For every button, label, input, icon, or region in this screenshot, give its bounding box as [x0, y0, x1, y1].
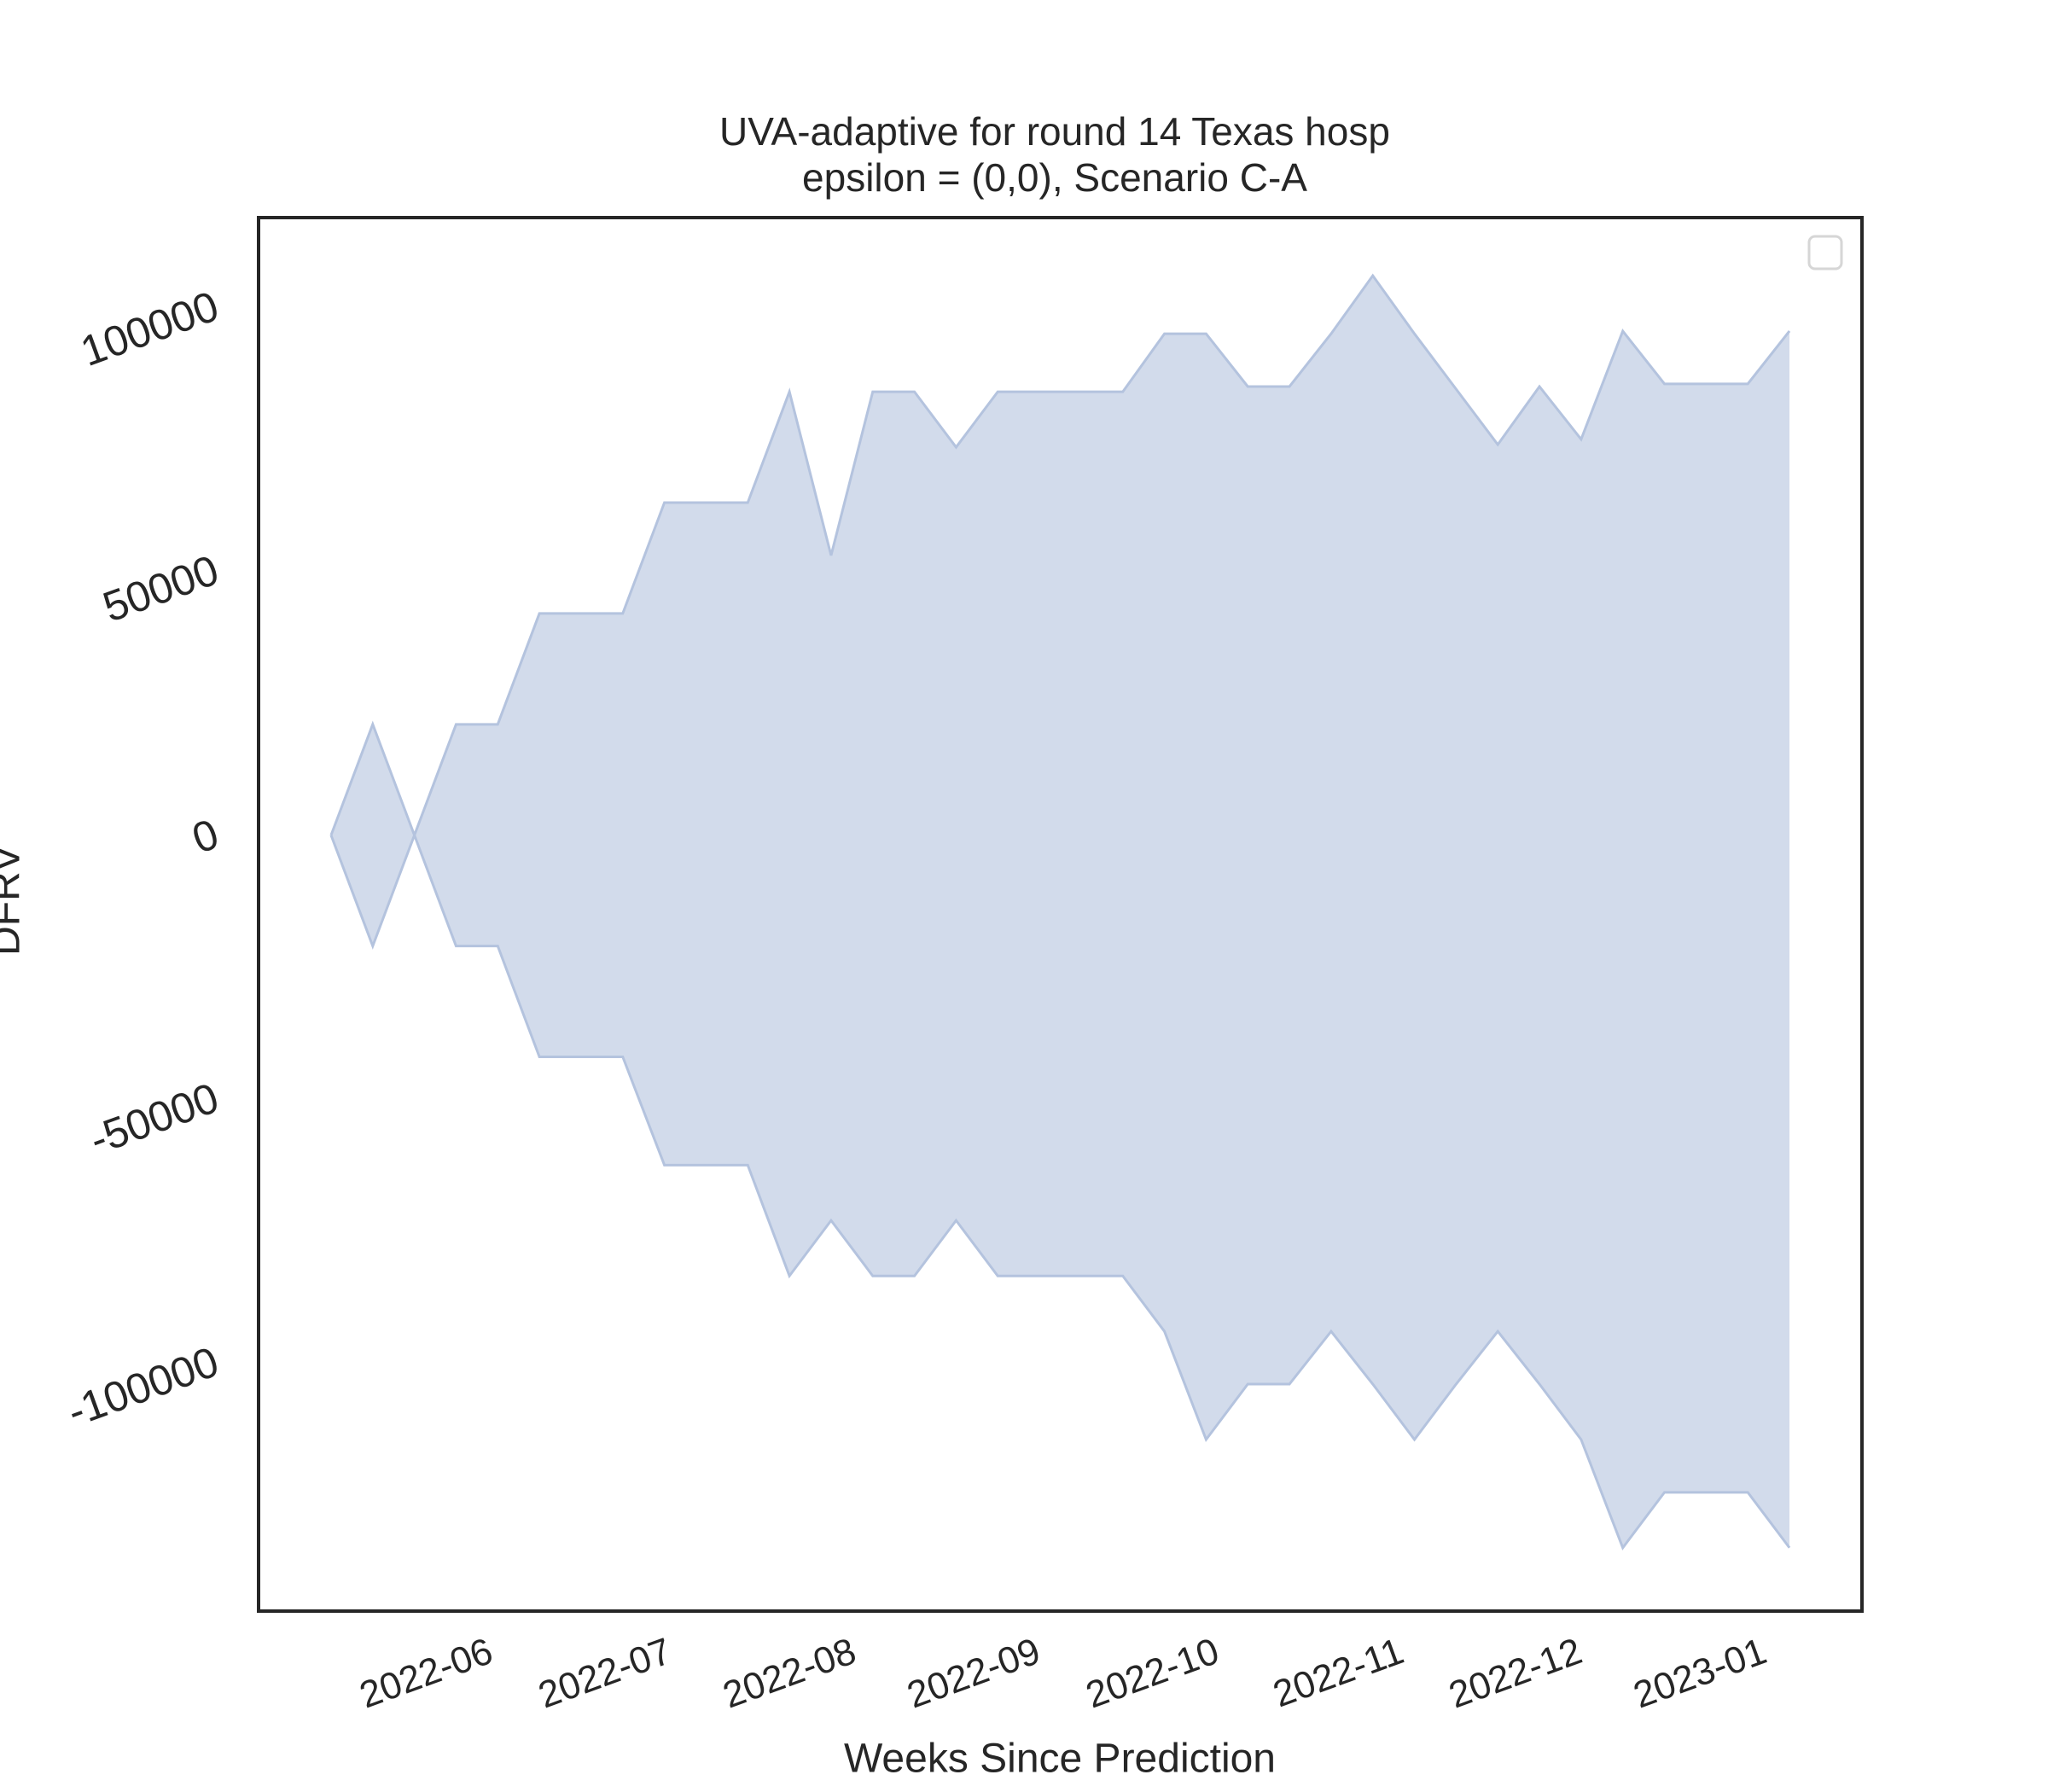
chart-title: UVA-adaptive for round 14 Texas hosp	[719, 109, 1390, 154]
y-tick-label: -50000	[84, 1073, 224, 1164]
x-tick-label: 2022-08	[718, 1630, 862, 1716]
x-tick-label: 2022-06	[354, 1630, 498, 1716]
x-tick-label: 2022-09	[902, 1630, 1046, 1716]
y-tick-label: 100000	[74, 282, 224, 375]
legend-box	[1807, 235, 1843, 271]
x-tick-label: 2022-12	[1444, 1630, 1588, 1716]
y-tick-label: -100000	[61, 1337, 225, 1435]
chart-subtitle: epsilon = (0,0), Scenario C-A	[802, 155, 1307, 200]
x-tick-label: 2022-07	[533, 1630, 678, 1716]
y-tick-label: 0	[186, 810, 224, 863]
x-tick-label: 2022-10	[1080, 1630, 1225, 1716]
y-tick-label: 50000	[96, 546, 224, 631]
x-tick-label: 2023-01	[1628, 1630, 1772, 1716]
y-axis-label: DFRV	[0, 845, 29, 956]
lower-edge	[329, 831, 1791, 1551]
upper-edge	[329, 273, 1791, 839]
x-axis-label: Weeks Since Prediction	[844, 1737, 1276, 1782]
area-band	[330, 276, 1790, 1548]
x-tick-label: 2022-11	[1268, 1630, 1409, 1715]
plot-frame	[257, 216, 1864, 1613]
